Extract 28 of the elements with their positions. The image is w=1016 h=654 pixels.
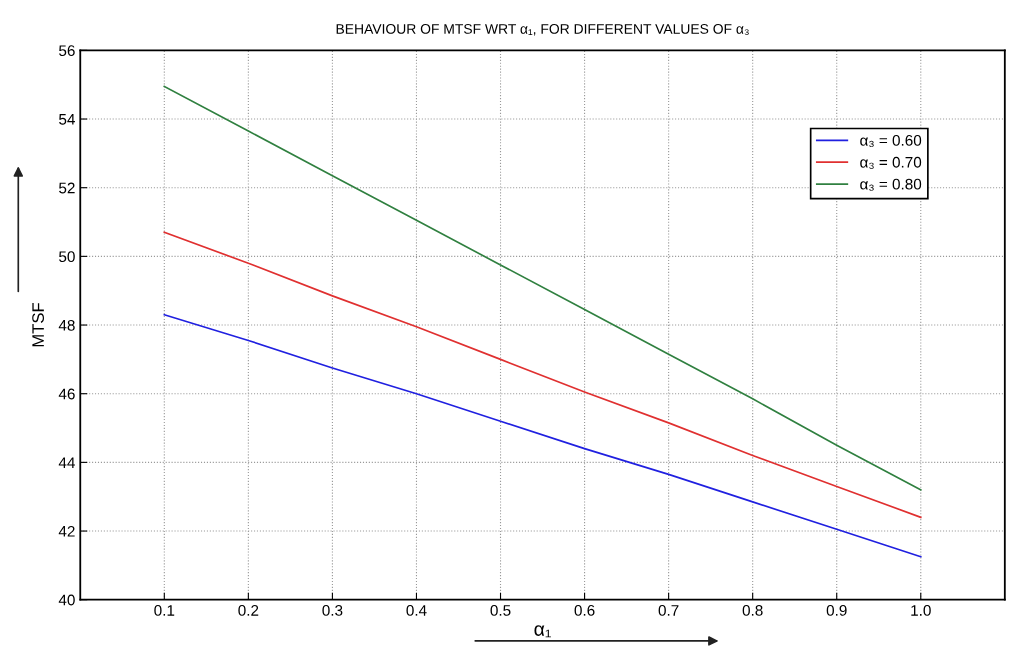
x-tick-label: 0.8 — [742, 604, 763, 616]
line-series — [163, 231, 922, 519]
y-tick-label: 54 — [59, 114, 75, 125]
y-tick-label: 46 — [58, 388, 75, 400]
x-tick-label: 0.5 — [490, 604, 511, 616]
x-tick-label: 0.2 — [238, 604, 259, 616]
y-tick-label: 42 — [58, 525, 75, 537]
chart-title: BEHAVIOUR OF MTSF WRT α₁, FOR DIFFERENT VALUES OF α₃ — [336, 23, 749, 36]
x-axis-title: α₁ — [534, 625, 551, 638]
x-tick-label: 0.7 — [658, 604, 679, 616]
y-tick-label: 44 — [58, 457, 75, 468]
y-tick-label: 52 — [59, 182, 75, 194]
x-tick-label: 0.4 — [406, 604, 427, 616]
y-tick-label: 40 — [58, 594, 75, 606]
legend-label: α₃ = 0.60 — [860, 134, 922, 148]
x-tick-label: 0.3 — [322, 604, 343, 616]
y-tick-label: 56 — [59, 45, 75, 57]
legend-label: α₃ = 0.70 — [860, 156, 922, 169]
legend-label: α₃ = 0.80 — [860, 178, 922, 191]
x-tick-label: 0.1 — [154, 604, 175, 616]
y-axis-title: MTSF — [32, 303, 45, 347]
x-tick-label: 1.0 — [911, 604, 931, 616]
line-series — [163, 85, 922, 491]
y-tick-label: 48 — [58, 319, 75, 331]
x-tick-label: 0.6 — [574, 604, 595, 616]
x-tick-label: 0.9 — [826, 604, 847, 616]
line-series — [163, 313, 922, 558]
y-tick-label: 50 — [59, 251, 75, 263]
